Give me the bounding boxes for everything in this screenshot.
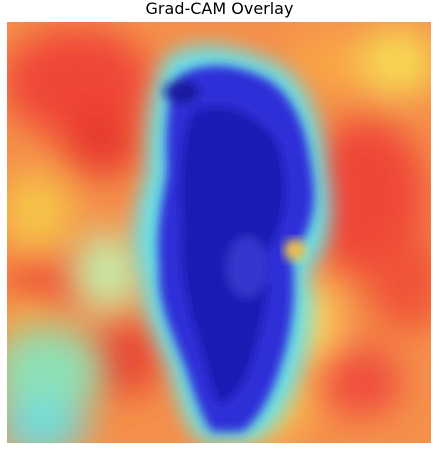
gradcam-overlay-image: [7, 22, 431, 443]
figure-title: Grad-CAM Overlay: [0, 0, 439, 20]
overlay-veil: [7, 22, 431, 443]
heatmap-canvas: [7, 22, 431, 443]
